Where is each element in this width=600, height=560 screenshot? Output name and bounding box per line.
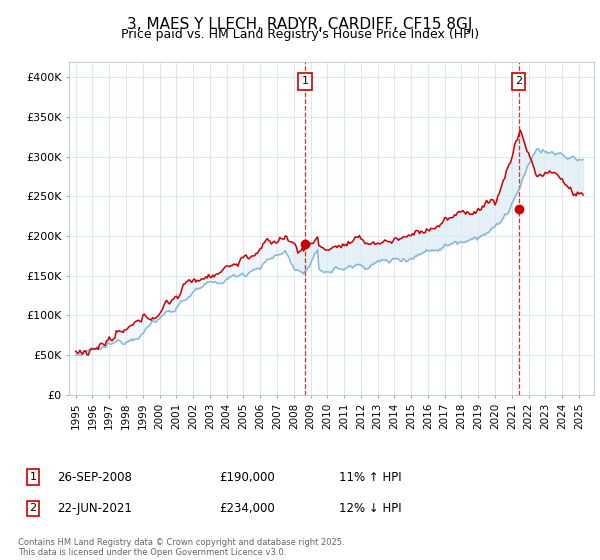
Text: £234,000: £234,000 — [219, 502, 275, 515]
Text: 2: 2 — [29, 503, 37, 514]
Text: 26-SEP-2008: 26-SEP-2008 — [57, 470, 132, 484]
Text: 2: 2 — [515, 76, 523, 86]
Text: 1: 1 — [301, 76, 308, 86]
Text: Price paid vs. HM Land Registry's House Price Index (HPI): Price paid vs. HM Land Registry's House … — [121, 28, 479, 41]
Text: 3, MAES Y LLECH, RADYR, CARDIFF, CF15 8GJ: 3, MAES Y LLECH, RADYR, CARDIFF, CF15 8G… — [127, 17, 473, 32]
Text: 12% ↓ HPI: 12% ↓ HPI — [339, 502, 401, 515]
Text: £190,000: £190,000 — [219, 470, 275, 484]
Text: 22-JUN-2021: 22-JUN-2021 — [57, 502, 132, 515]
Text: 1: 1 — [29, 472, 37, 482]
Text: 11% ↑ HPI: 11% ↑ HPI — [339, 470, 401, 484]
Text: Contains HM Land Registry data © Crown copyright and database right 2025.
This d: Contains HM Land Registry data © Crown c… — [18, 538, 344, 557]
